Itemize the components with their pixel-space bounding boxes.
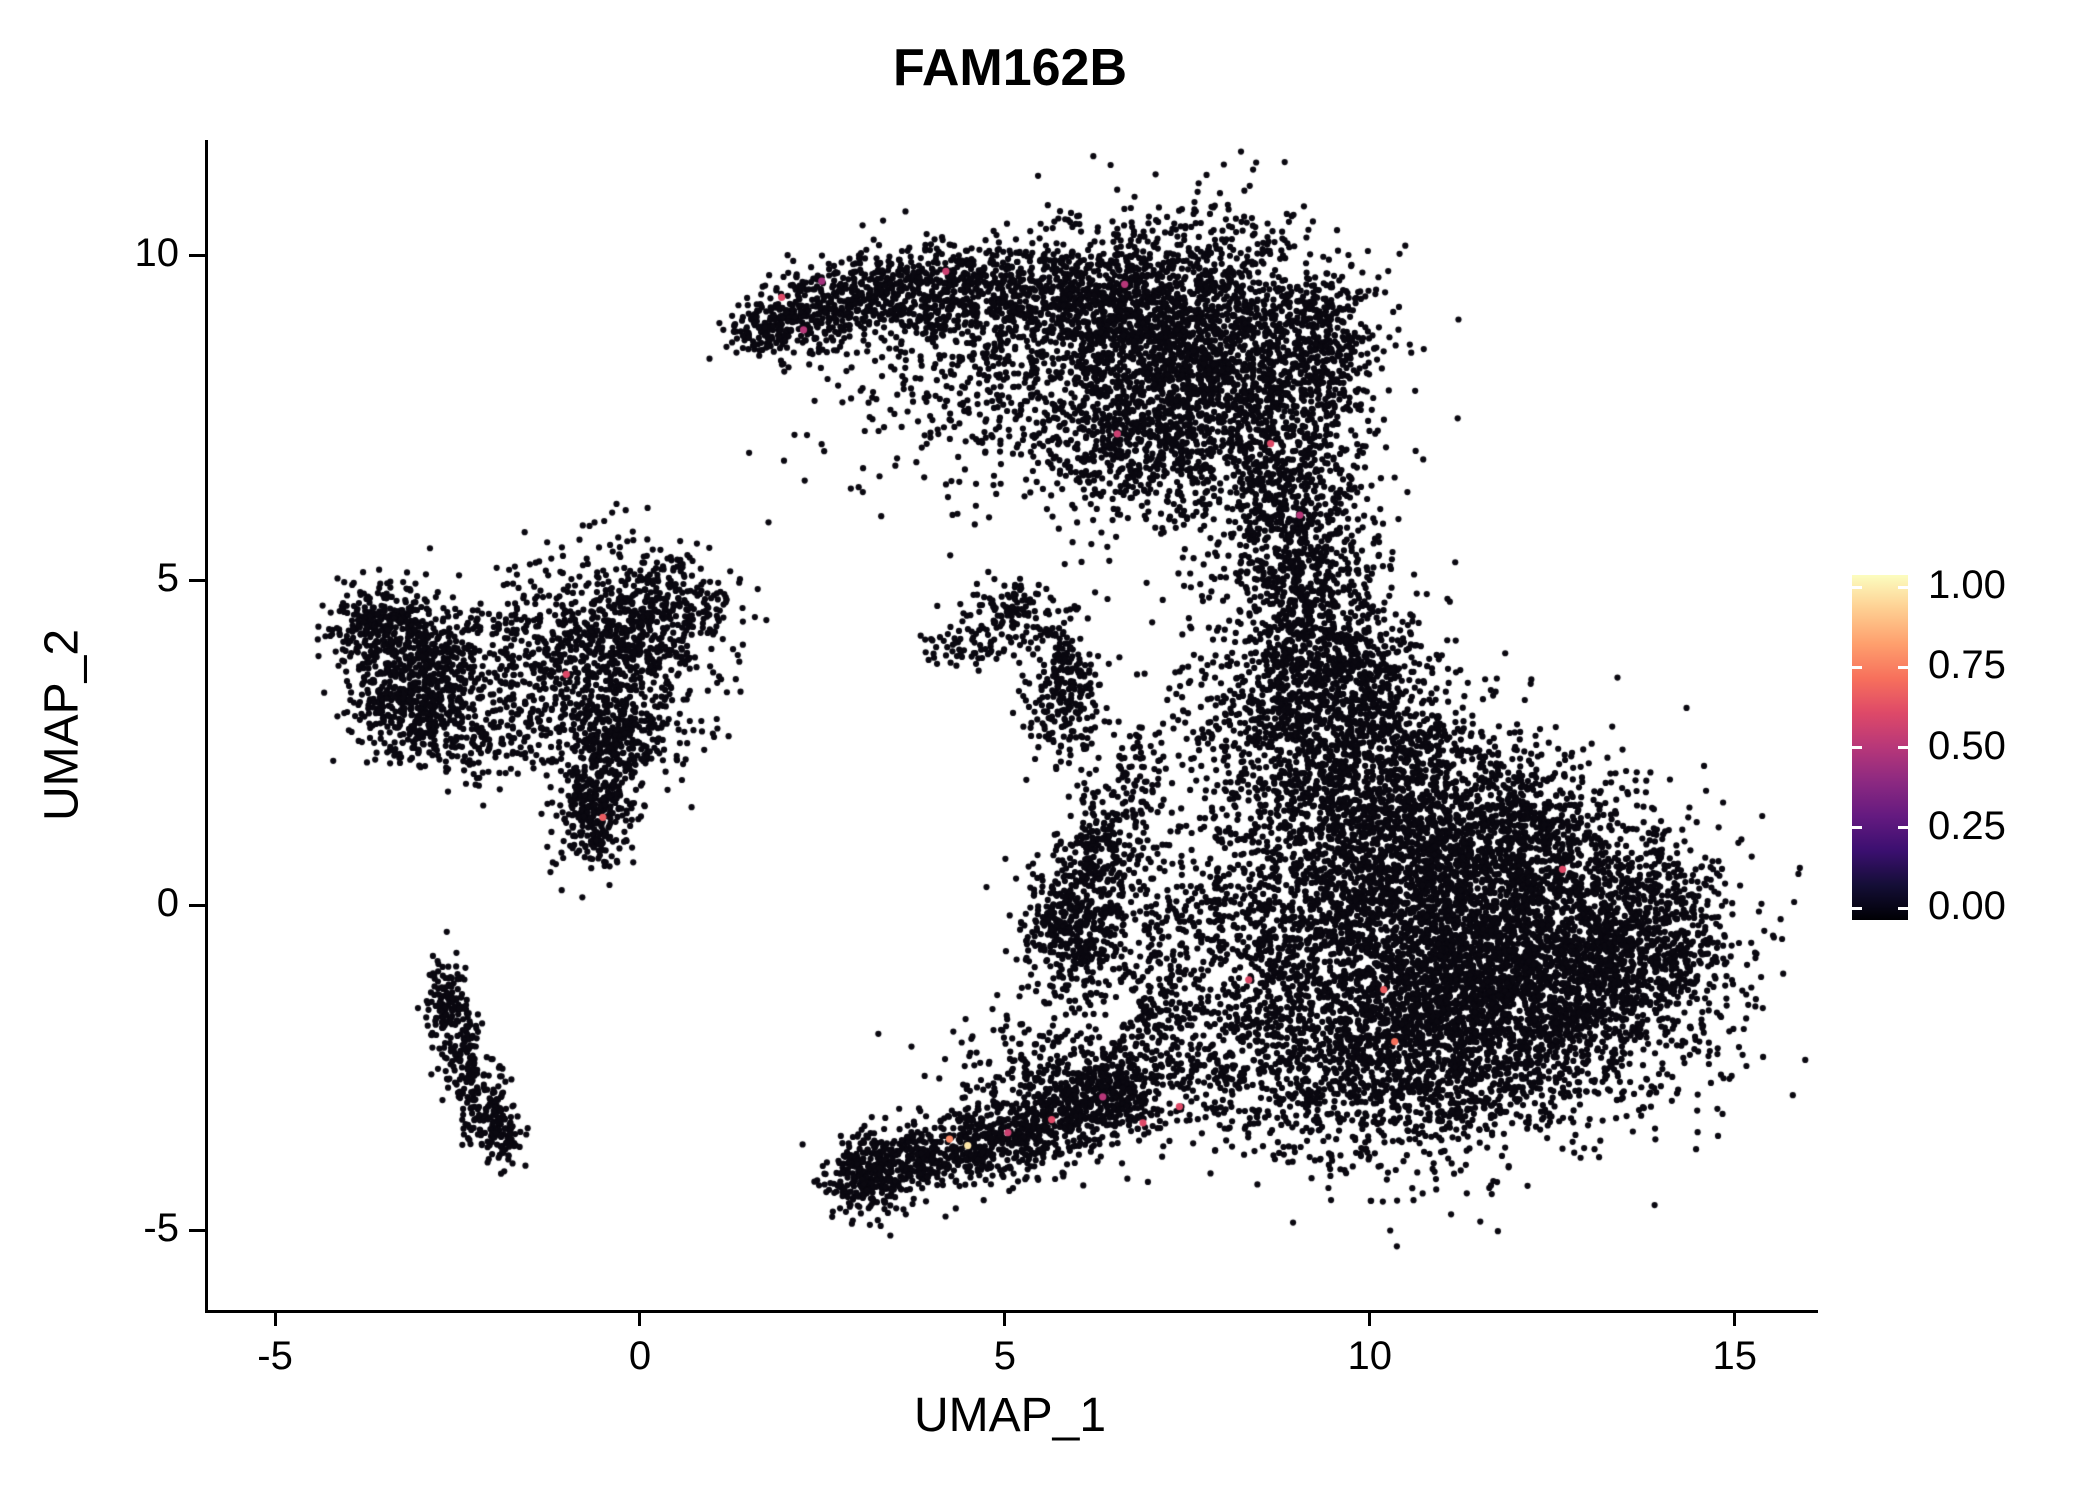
x-tick-label: 15 xyxy=(1712,1334,1757,1378)
colorbar-tick xyxy=(1852,746,1862,749)
colorbar-tick-label: 0.75 xyxy=(1928,643,2006,688)
colorbar-tick-label: 0.25 xyxy=(1928,803,2006,848)
x-tick-label: 5 xyxy=(993,1334,1017,1378)
colorbar-tick xyxy=(1852,826,1862,830)
x-axis-tick xyxy=(1003,1310,1007,1326)
x-tick-label: -5 xyxy=(257,1334,293,1378)
y-tick-label: 10 xyxy=(134,231,180,276)
y-axis-tick xyxy=(189,1228,205,1232)
x-axis-tick xyxy=(638,1310,642,1326)
plot-title: FAM162B xyxy=(892,39,1128,97)
y-axis-tick xyxy=(189,578,205,582)
y-tick-label: 0 xyxy=(156,881,179,926)
x-tick-label: 10 xyxy=(1347,1334,1393,1378)
y-axis-label: UMAP_2 xyxy=(35,628,89,822)
x-tick-label: 0 xyxy=(628,1334,652,1378)
plot-area xyxy=(205,140,1818,1313)
colorbar-tick xyxy=(1898,906,1908,910)
x-axis-tick xyxy=(273,1310,277,1326)
colorbar-tick xyxy=(1852,906,1862,910)
x-axis-tick xyxy=(1733,1310,1737,1326)
x-axis-label: UMAP_1 xyxy=(913,1389,1107,1442)
x-axis-tick xyxy=(1368,1310,1372,1326)
colorbar-tick xyxy=(1898,826,1908,830)
colorbar-tick xyxy=(1852,665,1862,669)
colorbar-tick xyxy=(1898,746,1908,749)
colorbar-tick-label: 0.00 xyxy=(1928,884,2006,928)
colorbar-tick xyxy=(1852,585,1862,589)
scatter-canvas xyxy=(208,140,1818,1310)
y-axis-tick xyxy=(189,903,205,907)
y-tick-label: 5 xyxy=(156,556,179,601)
colorbar-tick-label: 1.00 xyxy=(1928,563,2006,607)
y-axis-tick xyxy=(189,253,205,257)
colorbar-tick xyxy=(1898,585,1908,589)
y-tick-label: -5 xyxy=(143,1206,179,1251)
colorbar-tick xyxy=(1898,665,1908,669)
colorbar-tick-label: 0.50 xyxy=(1928,723,2006,768)
